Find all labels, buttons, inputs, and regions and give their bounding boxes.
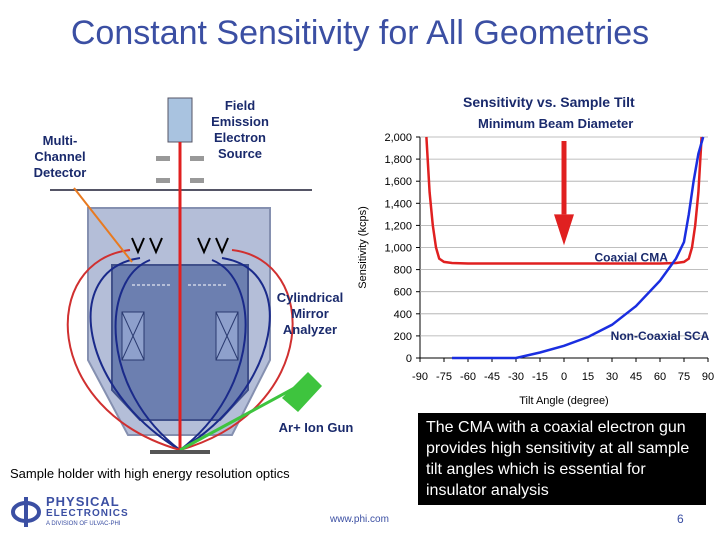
y-tick-label: 0 <box>406 353 412 365</box>
x-tick-label: -45 <box>484 371 500 383</box>
x-tick-label: 0 <box>561 371 567 383</box>
y-tick-label: 200 <box>394 331 412 343</box>
x-tick-label: 15 <box>582 371 594 383</box>
trajectory-left-red <box>66 249 181 451</box>
multichannel-detector-label: Multi- Channel Detector <box>33 133 87 180</box>
lens-element-left-2 <box>156 178 170 183</box>
slide-title: Constant Sensitivity for All Geometries <box>70 14 650 52</box>
y-tick-label: 2,000 <box>384 132 412 144</box>
cross-right-b <box>215 311 239 361</box>
ion-beam <box>179 383 301 452</box>
x-tick-label: -15 <box>532 371 548 383</box>
trajectory-right-red <box>179 249 294 451</box>
x-tick-label: -60 <box>460 371 476 383</box>
series-line-coaxial-cma <box>425 136 703 265</box>
page-number: 6 <box>677 512 684 526</box>
sample-holder-label: Sample holder with high energy resolutio… <box>10 466 290 481</box>
trajectory-right-inner <box>179 259 247 451</box>
y-tick-label: 1,800 <box>384 154 412 166</box>
trajectory-left-outer <box>89 257 181 451</box>
cma-diagram <box>50 97 322 454</box>
y-tick-label: 800 <box>394 265 412 277</box>
footer-url[interactable]: www.phi.com <box>330 514 389 525</box>
x-tick-label: 90 <box>702 371 714 383</box>
chart-subtitle: Minimum Beam Diameter <box>478 116 634 131</box>
y-axis-label: Sensitivity (kcps) <box>357 206 369 289</box>
phi-logo-icon <box>11 497 41 527</box>
cma-label: Cylindrical Mirror Analyzer <box>276 290 344 337</box>
x-tick-label: -90 <box>412 371 428 383</box>
x-tick-label: 75 <box>678 371 690 383</box>
y-tick-label: 600 <box>394 287 412 299</box>
field-emission-source <box>167 97 193 143</box>
x-tick-label: 60 <box>654 371 666 383</box>
logo-line3: A DIVISION OF ULVAC-PHI <box>46 521 121 527</box>
ion-gun-body <box>282 372 322 412</box>
y-tick-label: 1,600 <box>384 176 412 188</box>
y-tick-label: 400 <box>394 309 412 321</box>
callout-box: The CMA with a coaxial electron gun prov… <box>418 413 706 505</box>
detector-left <box>131 237 163 255</box>
chart-title: Sensitivity vs. Sample Tilt <box>463 94 635 110</box>
y-tick-label: 1,000 <box>384 243 412 255</box>
y-tick-label: 1,200 <box>384 220 412 232</box>
x-tick-label: 30 <box>606 371 618 383</box>
annotation-non-coaxial-sca: Non-Coaxial SCA <box>611 329 710 343</box>
detector-pointer <box>73 187 133 263</box>
x-tick-label: 45 <box>630 371 642 383</box>
detector-right <box>197 237 229 255</box>
lens-element-right <box>190 156 204 161</box>
trajectory-right-outer <box>179 257 271 451</box>
logo-line2: ELECTRONICS <box>46 508 129 519</box>
cross-left-b <box>121 311 145 361</box>
series-line-non-coaxial-sca <box>452 136 705 360</box>
y-tick-label: 1,400 <box>384 198 412 210</box>
annotation-coaxial-cma: Coaxial CMA <box>595 251 669 265</box>
x-axis-label: Tilt Angle (degree) <box>519 395 608 407</box>
sensitivity-chart: 02004006008001,0001,2001,4001,6001,8002,… <box>357 132 714 407</box>
trajectory-left-inner <box>114 259 181 451</box>
field-emission-label: Field Emission Electron Source <box>211 98 269 161</box>
logo-line1: PHYSICAL <box>46 494 120 509</box>
x-tick-label: -30 <box>508 371 524 383</box>
lens-element-right-2 <box>190 178 204 183</box>
lens-element-left <box>156 156 170 161</box>
ion-gun-label: Ar+ Ion Gun <box>278 420 354 435</box>
arrow-head <box>554 214 574 246</box>
x-tick-label: -75 <box>436 371 452 383</box>
